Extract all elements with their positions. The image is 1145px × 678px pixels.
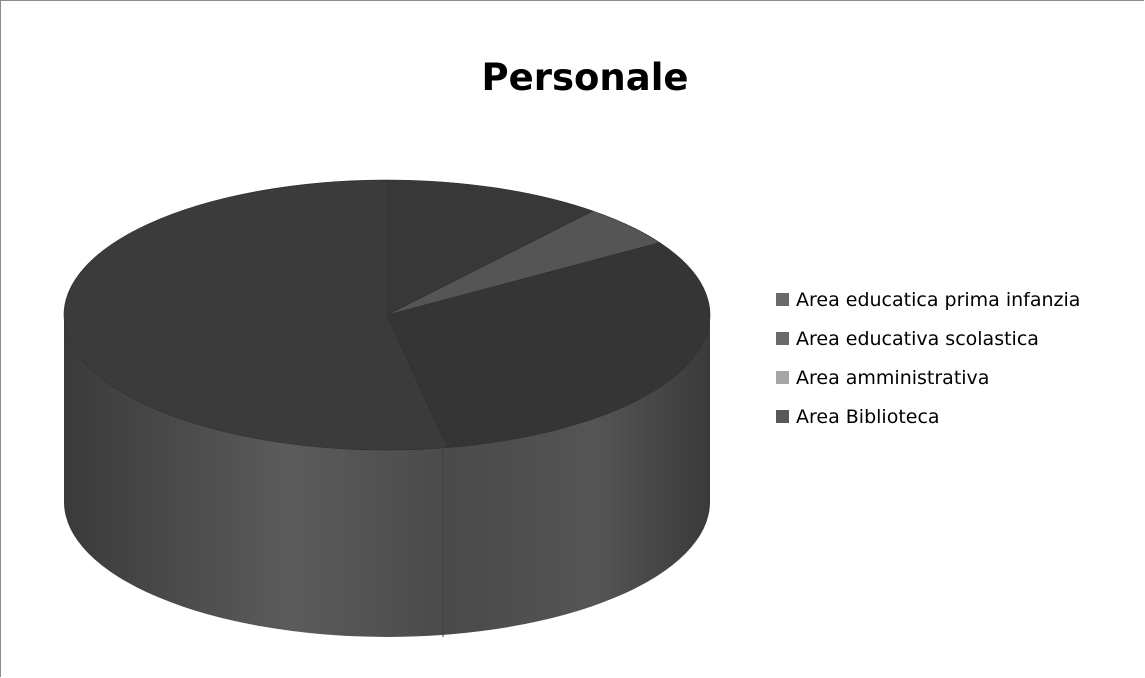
legend-label: Area educatica prima infanzia — [796, 288, 1081, 311]
legend-item: Area educativa scolastica — [776, 319, 1080, 358]
legend-swatch-icon — [776, 371, 789, 384]
legend-swatch-icon — [776, 332, 789, 345]
legend-swatch-icon — [776, 410, 789, 423]
chart-title: Personale — [481, 56, 689, 99]
legend-item: Area Biblioteca — [776, 397, 1080, 436]
pie-side-wall — [64, 315, 710, 637]
pie-slice — [63, 179, 448, 451]
legend-label: Area Biblioteca — [796, 405, 940, 428]
legend-label: Area amministrativa — [796, 366, 990, 389]
legend: Area educatica prima infanzia Area educa… — [776, 280, 1080, 436]
legend-swatch-icon — [776, 293, 789, 306]
legend-item: Area amministrativa — [776, 358, 1080, 397]
legend-item: Area educatica prima infanzia — [776, 280, 1080, 319]
pie-slice — [386, 179, 594, 316]
pie-slice — [386, 242, 711, 448]
legend-label: Area educativa scolastica — [796, 327, 1039, 350]
